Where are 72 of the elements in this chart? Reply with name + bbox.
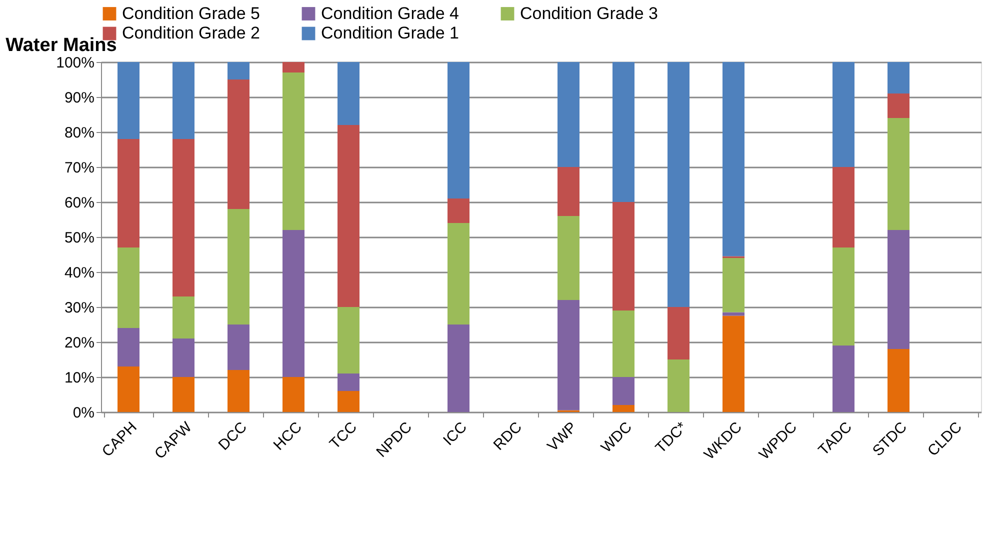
legend-label: Condition Grade 2 — [122, 24, 260, 42]
chart-title: Water Mains — [6, 35, 117, 56]
bar — [282, 72, 304, 230]
bar — [448, 198, 470, 223]
bar — [888, 62, 910, 94]
y-tick-label: 80% — [64, 124, 94, 142]
bar — [228, 209, 250, 324]
bar — [832, 62, 854, 167]
bar — [832, 167, 854, 248]
bar — [118, 366, 140, 412]
bar — [888, 118, 910, 230]
bar — [338, 307, 360, 374]
bar — [558, 62, 580, 167]
bar — [172, 377, 194, 412]
bar — [612, 62, 634, 202]
bar — [118, 139, 140, 248]
bar — [282, 230, 304, 377]
legend-label: Condition Grade 4 — [321, 4, 459, 23]
bar — [722, 258, 744, 312]
y-tick-label: 50% — [64, 230, 94, 246]
bar — [228, 370, 250, 412]
y-tick-label: 60% — [64, 194, 94, 212]
bar — [832, 346, 854, 412]
bar — [612, 405, 634, 412]
bar — [172, 139, 194, 296]
x-tick-label: ICC — [440, 418, 470, 450]
bar — [612, 310, 634, 377]
legend-label: Condition Grade 3 — [520, 4, 658, 23]
bar — [832, 248, 854, 346]
bar — [722, 312, 744, 316]
y-tick-label: 20% — [64, 334, 94, 352]
bar — [888, 349, 910, 412]
bar — [118, 248, 140, 328]
y-tick-label: 0% — [72, 404, 94, 422]
bar — [228, 62, 250, 80]
y-tick-label: 100% — [56, 54, 94, 72]
bar — [722, 62, 744, 256]
bar — [668, 307, 690, 360]
y-tick-label: 70% — [64, 160, 94, 176]
bar — [172, 338, 194, 377]
y-tick-label: 10% — [64, 370, 94, 386]
bar — [558, 216, 580, 300]
bar — [888, 94, 910, 118]
bar — [448, 223, 470, 324]
y-tick-label: 30% — [64, 300, 94, 316]
bar — [448, 62, 470, 198]
bar — [558, 300, 580, 410]
bar — [888, 230, 910, 349]
bar — [612, 202, 634, 310]
bar — [282, 377, 304, 412]
bar — [338, 374, 360, 391]
bar — [118, 62, 140, 139]
bar — [668, 62, 690, 307]
legend-label: Condition Grade 1 — [321, 24, 459, 42]
bar — [172, 296, 194, 338]
bar — [338, 391, 360, 412]
y-tick-label: 90% — [64, 90, 94, 106]
x-tick-label: TCC — [326, 418, 360, 453]
bar — [448, 324, 470, 412]
bar — [118, 328, 140, 366]
bar — [282, 62, 304, 72]
bar — [558, 167, 580, 216]
bar — [172, 62, 194, 139]
bar — [338, 62, 360, 125]
y-tick-label: 40% — [64, 264, 94, 282]
bar — [228, 324, 250, 370]
bar — [668, 360, 690, 412]
legend-label: Condition Grade 5 — [122, 4, 260, 23]
bar — [338, 125, 360, 307]
bar — [228, 80, 250, 209]
bar — [722, 316, 744, 412]
bar — [612, 377, 634, 405]
